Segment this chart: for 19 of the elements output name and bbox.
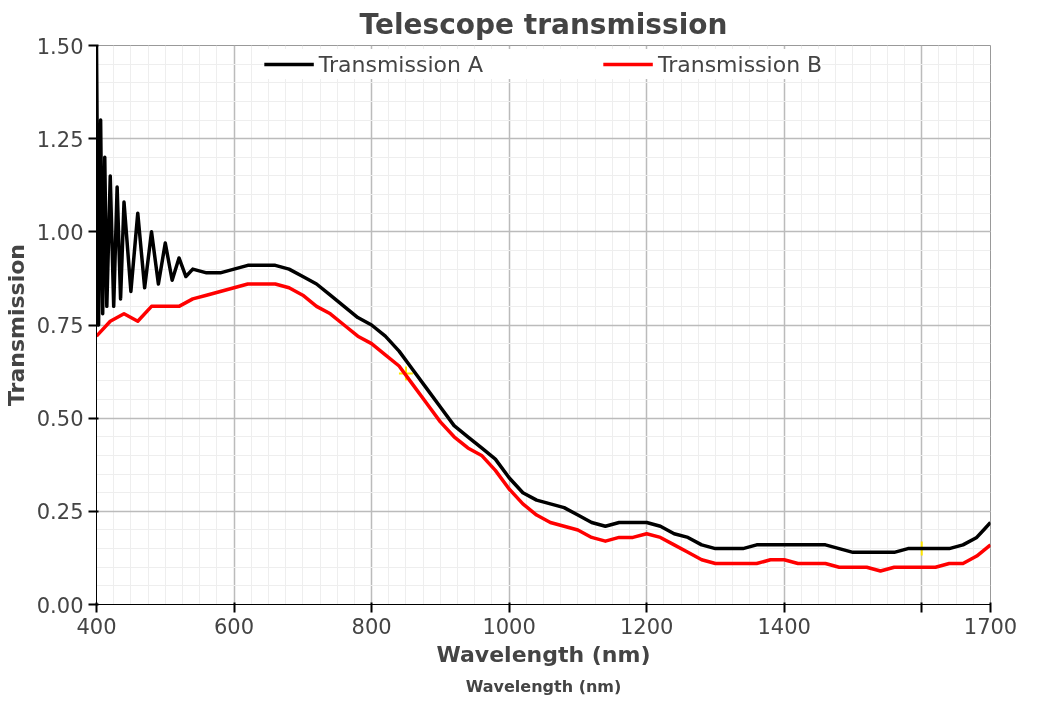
y-tick-label: 0.75 [36, 314, 84, 338]
x-tick-label: 600 [214, 614, 255, 639]
line-series [96, 282, 991, 573]
chart-title: Telescope transmission [359, 7, 728, 41]
x-tick-label: 1200 [619, 614, 674, 639]
x-tick-label: 800 [351, 614, 392, 639]
y-tick-label: 0.25 [36, 500, 84, 525]
y-tick-label: 1.50 [36, 34, 84, 59]
y-axis-title: Transmission [3, 243, 29, 407]
x-tick-label: 1000 [482, 614, 536, 639]
x-tick-label: 1400 [757, 614, 811, 639]
y-tick-label: 1.00 [36, 220, 84, 245]
y-tick-label: 0.50 [36, 407, 84, 432]
legend-label: Transmission B [657, 51, 823, 77]
y-tick-label: 1.25 [36, 127, 84, 152]
text: Wavelength (nm) [465, 676, 622, 696]
legend-label: Transmission A [318, 51, 483, 77]
x-axis-title: Wavelength (nm) [436, 641, 651, 667]
x-tick-label: 1700 [963, 614, 1018, 639]
